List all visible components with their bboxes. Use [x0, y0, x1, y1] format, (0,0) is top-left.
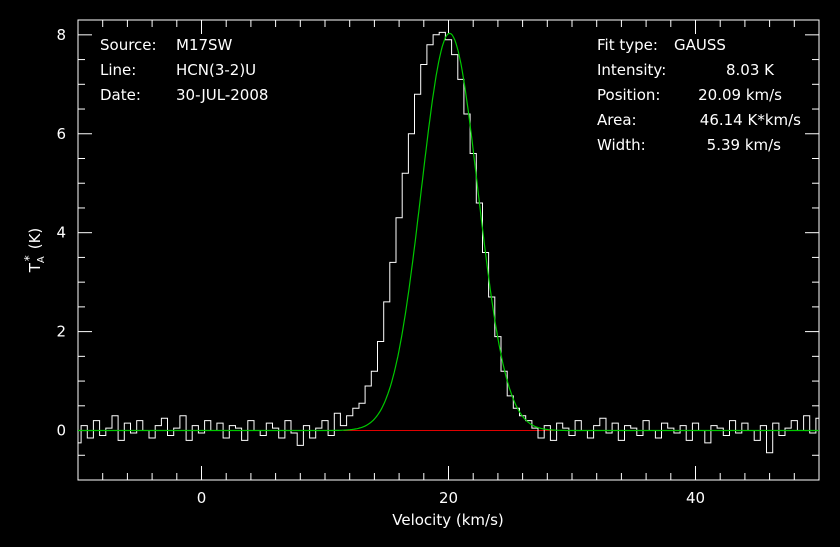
date-key: Date: [100, 86, 141, 104]
y-tick-label: 4 [56, 224, 66, 242]
y-axis-label-sub: A [36, 256, 47, 263]
source-value: M17SW [176, 36, 233, 54]
y-tick-label: 2 [56, 323, 66, 341]
x-tick-label: 20 [439, 489, 458, 507]
y-tick-label: 8 [56, 26, 66, 44]
x-tick-label: 0 [197, 489, 207, 507]
position-key: Position: [597, 86, 660, 104]
info-right: Fit type: GAUSS Intensity: 8.03 K Positi… [597, 36, 801, 154]
y-axis: 0 2 4 6 8 [56, 26, 819, 481]
y-axis-label-sup: * [22, 255, 36, 261]
info-left: Source: M17SW Line: HCN(3-2)U Date: 30-J… [100, 36, 268, 104]
x-axis: 0 20 40 [77, 20, 820, 507]
line-value: HCN(3-2)U [176, 61, 256, 79]
fit-type-value: GAUSS [674, 36, 726, 54]
width-key: Width: [597, 136, 646, 154]
y-axis-label-main: T [26, 262, 44, 273]
svg-text:TA*(K): TA* (K) [22, 228, 47, 274]
area-key: Area: [597, 111, 637, 129]
x-tick-label: 40 [686, 489, 705, 507]
intensity-value: 8.03 K [726, 61, 775, 79]
intensity-key: Intensity: [597, 61, 666, 79]
plot-area [78, 31, 819, 454]
y-tick-label: 6 [56, 125, 66, 143]
date-value: 30-JUL-2008 [176, 86, 268, 104]
area-value: 46.14 K*km/s [700, 111, 801, 129]
position-value: 20.09 km/s [698, 86, 782, 104]
width-value: 5.39 km/s [707, 136, 782, 154]
x-axis-label: Velocity (km/s) [392, 511, 503, 529]
y-tick-label: 0 [56, 422, 66, 440]
y-axis-label-unit: (K) [26, 228, 44, 250]
source-key: Source: [100, 36, 157, 54]
spectrum-histogram [78, 31, 819, 454]
line-key: Line: [100, 61, 136, 79]
gaussian-fit-line [78, 32, 819, 432]
y-axis-label: TA* (K) [22, 228, 47, 274]
fit-type-key: Fit type: [597, 36, 658, 54]
